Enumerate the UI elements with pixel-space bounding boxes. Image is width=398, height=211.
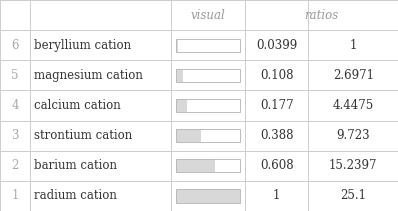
Text: 1: 1 — [349, 39, 357, 52]
Bar — [176, 99, 240, 112]
Bar — [176, 159, 240, 172]
Bar — [176, 129, 201, 142]
Text: 5: 5 — [11, 69, 19, 82]
Bar — [176, 99, 187, 112]
Text: ratios: ratios — [304, 9, 339, 22]
Text: calcium cation: calcium cation — [34, 99, 121, 112]
Text: 4.4475: 4.4475 — [333, 99, 374, 112]
Bar — [176, 69, 240, 82]
Text: 1: 1 — [11, 189, 19, 202]
Text: 6: 6 — [11, 39, 19, 52]
Bar — [176, 39, 178, 52]
Text: 9.723: 9.723 — [336, 129, 370, 142]
Text: 15.2397: 15.2397 — [329, 159, 377, 172]
Text: 0.608: 0.608 — [260, 159, 293, 172]
Text: 4: 4 — [11, 99, 19, 112]
Bar — [176, 189, 240, 203]
Text: 0.108: 0.108 — [260, 69, 293, 82]
Text: 1: 1 — [273, 189, 280, 202]
Bar — [176, 69, 240, 82]
Bar — [176, 159, 240, 172]
Text: magnesium cation: magnesium cation — [34, 69, 143, 82]
Text: visual: visual — [191, 9, 225, 22]
Text: 2: 2 — [11, 159, 19, 172]
Text: 0.177: 0.177 — [260, 99, 293, 112]
Text: beryllium cation: beryllium cation — [34, 39, 131, 52]
Text: 2.6971: 2.6971 — [333, 69, 374, 82]
Bar — [176, 159, 215, 172]
Bar — [176, 189, 240, 203]
Text: 3: 3 — [11, 129, 19, 142]
Bar — [176, 39, 240, 52]
Bar — [176, 99, 240, 112]
Text: 25.1: 25.1 — [340, 189, 366, 202]
Bar — [176, 129, 240, 142]
Bar — [176, 69, 183, 82]
Text: 0.0399: 0.0399 — [256, 39, 297, 52]
Bar — [176, 39, 240, 52]
Text: 0.388: 0.388 — [260, 129, 293, 142]
Text: barium cation: barium cation — [34, 159, 117, 172]
Text: radium cation: radium cation — [34, 189, 117, 202]
Bar — [176, 189, 240, 203]
Bar — [176, 129, 240, 142]
Text: strontium cation: strontium cation — [34, 129, 132, 142]
